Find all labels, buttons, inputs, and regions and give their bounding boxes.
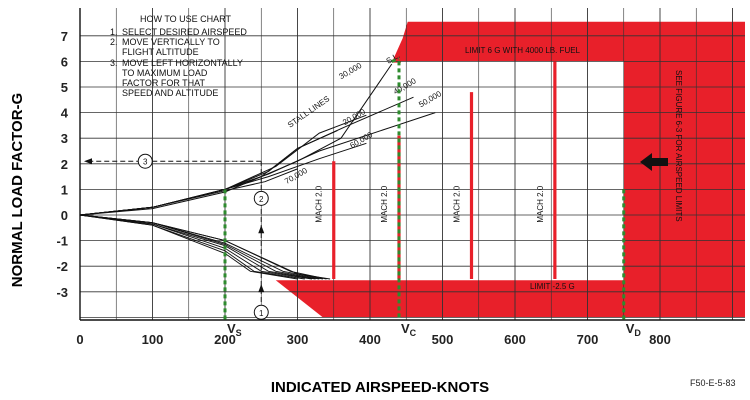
- limit-regions: [275, 21, 745, 318]
- speed-lines: VS VC VD: [223, 57, 642, 338]
- speed-label-sub: C: [410, 328, 417, 338]
- step-marker-circle: [253, 304, 269, 320]
- y-tick-label: 5: [61, 80, 68, 95]
- mach-label: MACH 2.0: [453, 185, 462, 222]
- x-tick-label: 700: [577, 332, 599, 347]
- envelope-interior: [401, 61, 624, 280]
- speed-label-sub: D: [634, 328, 641, 338]
- x-axis-label: INDICATED AIRSPEED-KNOTS: [271, 379, 489, 396]
- x-tick-label: 0: [76, 332, 83, 347]
- step-marker-circle: [137, 153, 153, 169]
- y-tick-label: 6: [61, 54, 68, 69]
- instructions-heading: HOW TO USE CHART: [140, 14, 232, 24]
- step-3-line-4: SPEED AND ALTITUDE: [122, 88, 218, 98]
- step-3-num: 3.: [110, 58, 118, 68]
- speed-label-main: V: [626, 321, 635, 336]
- y-tick-label: 1: [61, 182, 68, 197]
- y-tick-label: -2: [56, 259, 68, 274]
- pointer-arrow-icon: [640, 153, 668, 171]
- limit-bottom-label: LIMIT -2.5 G: [530, 282, 575, 291]
- speed-label: VD: [626, 321, 642, 338]
- step-2-line-2: FLIGHT ALTITUDE: [122, 47, 199, 57]
- y-ticks: 7 6 5 4 3 2 1 0 -1 -2 -3: [56, 29, 68, 300]
- step-1-num: 1.: [110, 27, 118, 37]
- arrow-up-icon: [258, 225, 265, 234]
- step-2-line-1: MOVE VERTICALLY TO: [122, 37, 220, 47]
- arrow-up-icon: [258, 284, 265, 293]
- mach-label: MACH 2.0: [380, 185, 389, 222]
- step-marker-number: 2: [259, 195, 264, 204]
- step-1-line-1: SELECT DESIRED AIRSPEED: [122, 27, 247, 37]
- upper-right-limit-region: [391, 21, 745, 318]
- speed-label-main: V: [401, 321, 410, 336]
- grid: [79, 8, 745, 321]
- x-tick-label: 600: [504, 332, 526, 347]
- side-note: SEE FIGURE 6-3 FOR AIRSPEED LIMITS: [674, 70, 683, 222]
- speed-label: VC: [401, 321, 417, 338]
- y-axis-label: NORMAL LOAD FACTOR-G: [9, 93, 26, 287]
- y-tick-label: 7: [61, 29, 68, 44]
- arrow-left-icon: [84, 158, 92, 165]
- step-3-line-1: MOVE LEFT HORIZONTALLY: [122, 58, 243, 68]
- x-tick-label: 500: [432, 332, 454, 347]
- x-tick-label: 300: [287, 332, 309, 347]
- mach-label: MACH 2.0: [536, 185, 545, 222]
- x-tick-label: 200: [214, 332, 236, 347]
- y-tick-label: 2: [61, 157, 68, 172]
- example-path: 1 2 3: [84, 153, 269, 320]
- mach-lines: MACH 2.0 MACH 2.0 MACH 2.0 MACH 2.0: [315, 61, 557, 279]
- step-2-num: 2.: [110, 37, 118, 47]
- limit-top-label: LIMIT 6 G WITH 4000 LB. FUEL: [465, 46, 581, 55]
- negative-load-line: [79, 214, 320, 280]
- x-tick-label: 400: [359, 332, 381, 347]
- instructions-box: HOW TO USE CHART 1. SELECT DESIRED AIRSP…: [110, 14, 247, 98]
- speed-label-main: V: [227, 321, 236, 336]
- speed-line-top: [391, 57, 400, 63]
- step-marker-number: 1: [259, 309, 264, 318]
- x-tick-label: 800: [649, 332, 671, 347]
- x-tick-label: 100: [142, 332, 164, 347]
- step-3-line-2: TO MAXIMUM LOAD: [122, 68, 208, 78]
- lower-limit-region: [275, 280, 624, 318]
- speed-label: VS: [227, 321, 242, 338]
- y-tick-label: 4: [61, 106, 69, 121]
- step-marker-number: 3: [143, 158, 148, 167]
- step-marker-circle: [253, 190, 269, 206]
- figure-id: F50-E-5-83: [690, 378, 736, 388]
- y-tick-label: -3: [56, 285, 68, 300]
- x-ticks: 0 100 200 300 400 500 600 700 800: [76, 332, 670, 347]
- y-tick-label: 3: [61, 131, 68, 146]
- speed-label-sub: S: [236, 328, 242, 338]
- y-tick-label: -1: [56, 234, 68, 249]
- y-tick-label: 0: [61, 208, 68, 223]
- mach-label: MACH 2.0: [315, 185, 324, 222]
- step-3-line-3: FACTOR FOR THAT: [122, 78, 206, 88]
